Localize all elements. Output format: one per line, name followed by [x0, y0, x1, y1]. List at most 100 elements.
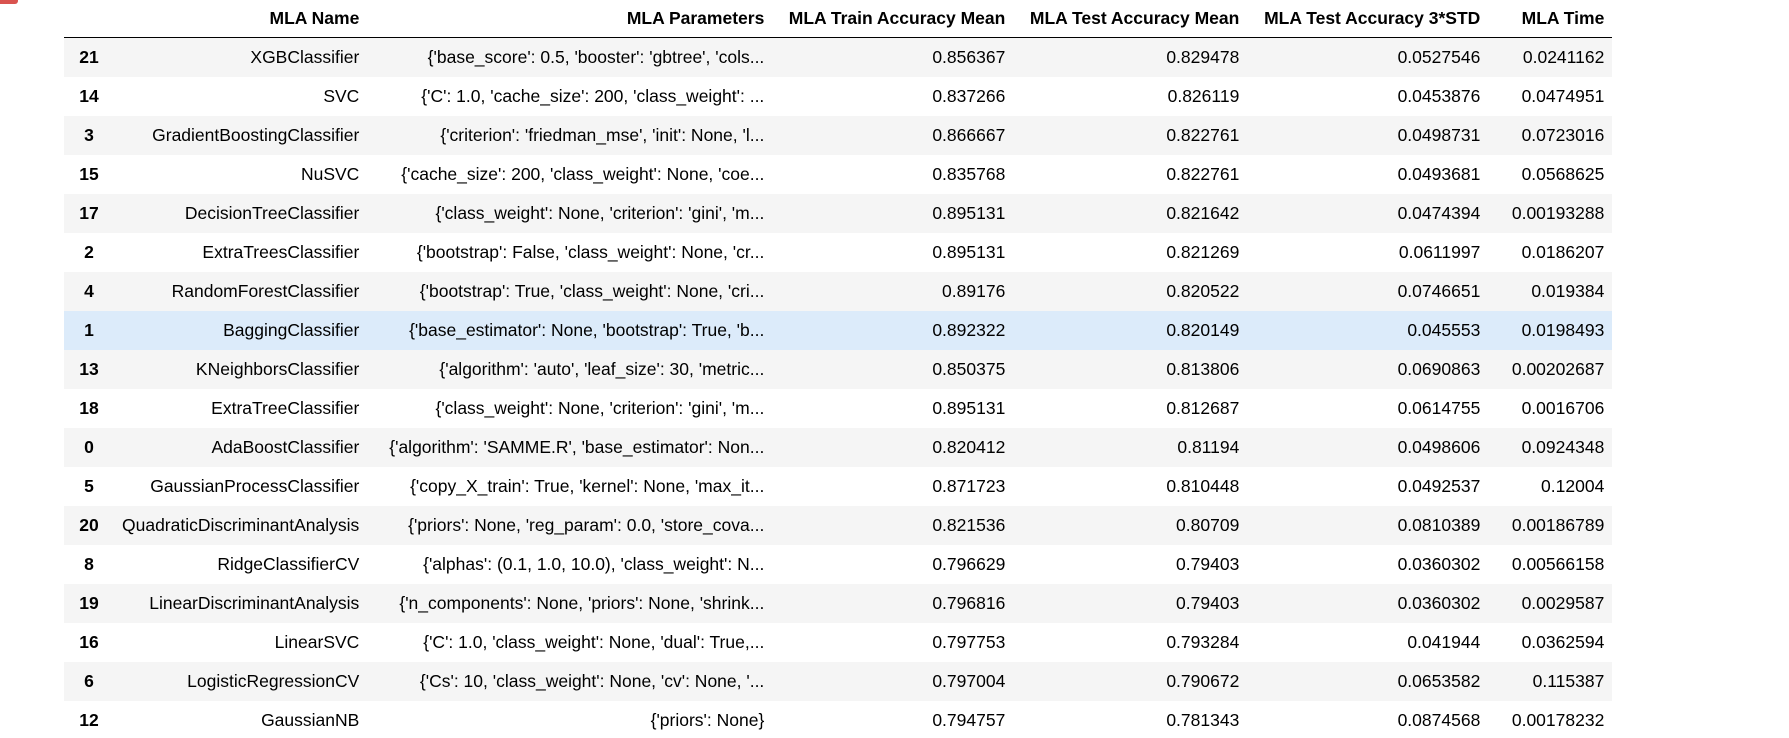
mla-time-cell: 0.00178232 — [1511, 710, 1605, 730]
test-accuracy-3std-cell: 0.0611997 — [1398, 242, 1481, 262]
train-accuracy-mean-cell: 0.797753 — [932, 632, 1006, 652]
mla-name-cell: LinearDiscriminantAnalysis — [149, 593, 360, 613]
column-header-test-accuracy-mean: MLA Test Accuracy Mean — [1013, 0, 1248, 38]
mla-time-cell: 0.0723016 — [1521, 125, 1605, 145]
row-index-cell: 14 — [79, 86, 99, 106]
mla-parameters-cell: {'Cs': 10, 'class_weight': None, 'cv': N… — [419, 671, 765, 691]
mla-parameters-cell: {'base_estimator': None, 'bootstrap': Tr… — [409, 320, 765, 340]
mla-name-cell: KNeighborsClassifier — [195, 359, 360, 379]
mla-parameters-cell: {'class_weight': None, 'criterion': 'gin… — [435, 203, 765, 223]
column-header-train-accuracy-mean: MLA Train Accuracy Mean — [772, 0, 1014, 38]
mla-parameters-cell: {'n_components': None, 'priors': None, '… — [399, 593, 765, 613]
test-accuracy-mean-cell: 0.79403 — [1176, 554, 1240, 574]
test-accuracy-mean-cell: 0.822761 — [1166, 125, 1240, 145]
table-row[interactable]: 6 LogisticRegressionCV {'Cs': 10, 'class_w… — [64, 662, 1613, 701]
test-accuracy-3std-cell: 0.0498606 — [1397, 437, 1481, 457]
train-accuracy-mean-cell: 0.796816 — [932, 593, 1006, 613]
table-row[interactable]: 17 DecisionTreeClassifier {'class_weight':… — [64, 194, 1613, 233]
table-row[interactable]: 0 AdaBoostClassifier {'algorithm': 'SAMME.… — [64, 428, 1613, 467]
row-index-cell: 6 — [84, 671, 94, 691]
mla-parameters-cell: {'C': 1.0, 'cache_size': 200, 'class_wei… — [421, 86, 765, 106]
mla-parameters-cell: {'base_score': 0.5, 'booster': 'gbtree',… — [427, 47, 765, 67]
mla-time-cell: 0.00193288 — [1511, 203, 1605, 223]
mla-parameters-cell: {'algorithm': 'auto', 'leaf_size': 30, '… — [439, 359, 765, 379]
train-accuracy-mean-cell: 0.895131 — [932, 242, 1006, 262]
table-row[interactable]: 1 BaggingClassifier {'base_estimator': Non… — [64, 311, 1613, 350]
row-index-cell: 20 — [79, 515, 99, 535]
mla-name-cell: SVC — [323, 86, 360, 106]
mla-parameters-cell: {'alphas': (0.1, 1.0, 10.0), 'class_weig… — [423, 554, 765, 574]
table-row[interactable]: 4 RandomForestClassifier {'bootstrap': Tru… — [64, 272, 1613, 311]
test-accuracy-mean-cell: 0.79403 — [1176, 593, 1240, 613]
test-accuracy-3std-cell: 0.0810389 — [1397, 515, 1481, 535]
mla-parameters-cell: {'copy_X_train': True, 'kernel': None, '… — [410, 476, 765, 496]
mla-name-cell: QuadraticDiscriminantAnalysis — [122, 515, 360, 535]
test-accuracy-3std-cell: 0.0360302 — [1397, 554, 1481, 574]
train-accuracy-mean-cell: 0.895131 — [932, 203, 1006, 223]
mla-name-cell: RidgeClassifierCV — [217, 554, 360, 574]
table-row[interactable]: 8 RidgeClassifierCV {'alphas': (0.1, 1.0, … — [64, 545, 1613, 584]
row-index-cell: 8 — [84, 554, 94, 574]
mla-name-cell: ExtraTreeClassifier — [211, 398, 360, 418]
test-accuracy-mean-cell: 0.826119 — [1167, 86, 1240, 106]
table-row[interactable]: 14 SVC {'C': 1.0, 'cache_size': 200, 'clas… — [64, 77, 1613, 116]
mla-time-cell: 0.00202687 — [1511, 359, 1605, 379]
table-row[interactable]: 20 QuadraticDiscriminantAnalysis {'priors'… — [64, 506, 1613, 545]
train-accuracy-mean-cell: 0.820412 — [932, 437, 1006, 457]
column-header-mla-time: MLA Time — [1488, 0, 1613, 38]
column-header-mla-name: MLA Name — [114, 0, 368, 38]
test-accuracy-mean-cell: 0.820149 — [1166, 320, 1240, 340]
row-index-cell: 13 — [79, 359, 99, 379]
table-row[interactable]: 12 GaussianNB {'priors': None} 0.794757 0.78… — [64, 701, 1613, 738]
test-accuracy-3std-cell: 0.0474394 — [1397, 203, 1481, 223]
test-accuracy-3std-cell: 0.0453876 — [1397, 86, 1481, 106]
mla-name-cell: GradientBoostingClassifier — [152, 125, 360, 145]
test-accuracy-mean-cell: 0.822761 — [1166, 164, 1240, 184]
test-accuracy-mean-cell: 0.793284 — [1166, 632, 1240, 652]
test-accuracy-mean-cell: 0.81194 — [1177, 437, 1240, 457]
table-row[interactable]: 15 NuSVC {'cache_size': 200, 'class_weight… — [64, 155, 1613, 194]
column-header-index — [64, 0, 114, 38]
mla-time-cell: 0.0241162 — [1522, 47, 1605, 67]
train-accuracy-mean-cell: 0.796629 — [932, 554, 1006, 574]
mla-time-cell: 0.0198493 — [1521, 320, 1605, 340]
test-accuracy-3std-cell: 0.0493681 — [1397, 164, 1481, 184]
mla-name-cell: GaussianProcessClassifier — [150, 476, 360, 496]
test-accuracy-3std-cell: 0.0492537 — [1397, 476, 1481, 496]
mla-name-cell: AdaBoostClassifier — [211, 437, 360, 457]
table-row[interactable]: 18 ExtraTreeClassifier {'class_weight': No… — [64, 389, 1613, 428]
mla-parameters-cell: {'bootstrap': False, 'class_weight': Non… — [416, 242, 765, 262]
test-accuracy-3std-cell: 0.0614755 — [1397, 398, 1481, 418]
mla-time-cell: 0.0029587 — [1521, 593, 1605, 613]
test-accuracy-mean-cell: 0.790672 — [1166, 671, 1240, 691]
table-row[interactable]: 5 GaussianProcessClassifier {'copy_X_train… — [64, 467, 1613, 506]
mla-time-cell: 0.115387 — [1532, 671, 1605, 691]
table-row[interactable]: 19 LinearDiscriminantAnalysis {'n_componen… — [64, 584, 1613, 623]
header-row: MLA Name MLA Parameters MLA Train Accura… — [64, 0, 1613, 38]
table-row[interactable]: 16 LinearSVC {'C': 1.0, 'class_weight': No… — [64, 623, 1613, 662]
train-accuracy-mean-cell: 0.892322 — [932, 320, 1006, 340]
row-index-cell: 4 — [84, 281, 94, 301]
mla-parameters-cell: {'criterion': 'friedman_mse', 'init': No… — [440, 125, 765, 145]
mla-name-cell: BaggingClassifier — [223, 320, 360, 340]
table-row[interactable]: 2 ExtraTreesClassifier {'bootstrap': False… — [64, 233, 1613, 272]
train-accuracy-mean-cell: 0.837266 — [932, 86, 1006, 106]
row-index-cell: 3 — [84, 125, 94, 145]
mla-parameters-cell: {'algorithm': 'SAMME.R', 'base_estimator… — [389, 437, 765, 457]
table-row[interactable]: 13 KNeighborsClassifier {'algorithm': 'aut… — [64, 350, 1613, 389]
mla-time-cell: 0.00566158 — [1511, 554, 1605, 574]
row-index-cell: 5 — [84, 476, 94, 496]
table-row[interactable]: 21 XGBClassifier {'base_score': 0.5, 'boos… — [64, 37, 1613, 77]
mla-parameters-cell: {'priors': None, 'reg_param': 0.0, 'stor… — [408, 515, 765, 535]
mla-time-cell: 0.0924348 — [1521, 437, 1605, 457]
mla-name-cell: NuSVC — [300, 164, 360, 184]
train-accuracy-mean-cell: 0.871723 — [932, 476, 1006, 496]
mla-parameters-cell: {'class_weight': None, 'criterion': 'gin… — [435, 398, 765, 418]
test-accuracy-3std-cell: 0.0498731 — [1397, 125, 1481, 145]
row-index-cell: 1 — [84, 320, 94, 340]
table-row[interactable]: 3 GradientBoostingClassifier {'criterion':… — [64, 116, 1613, 155]
test-accuracy-mean-cell: 0.781343 — [1166, 710, 1240, 730]
row-index-cell: 17 — [79, 203, 99, 223]
test-accuracy-mean-cell: 0.810448 — [1166, 476, 1240, 496]
train-accuracy-mean-cell: 0.89176 — [942, 281, 1006, 301]
